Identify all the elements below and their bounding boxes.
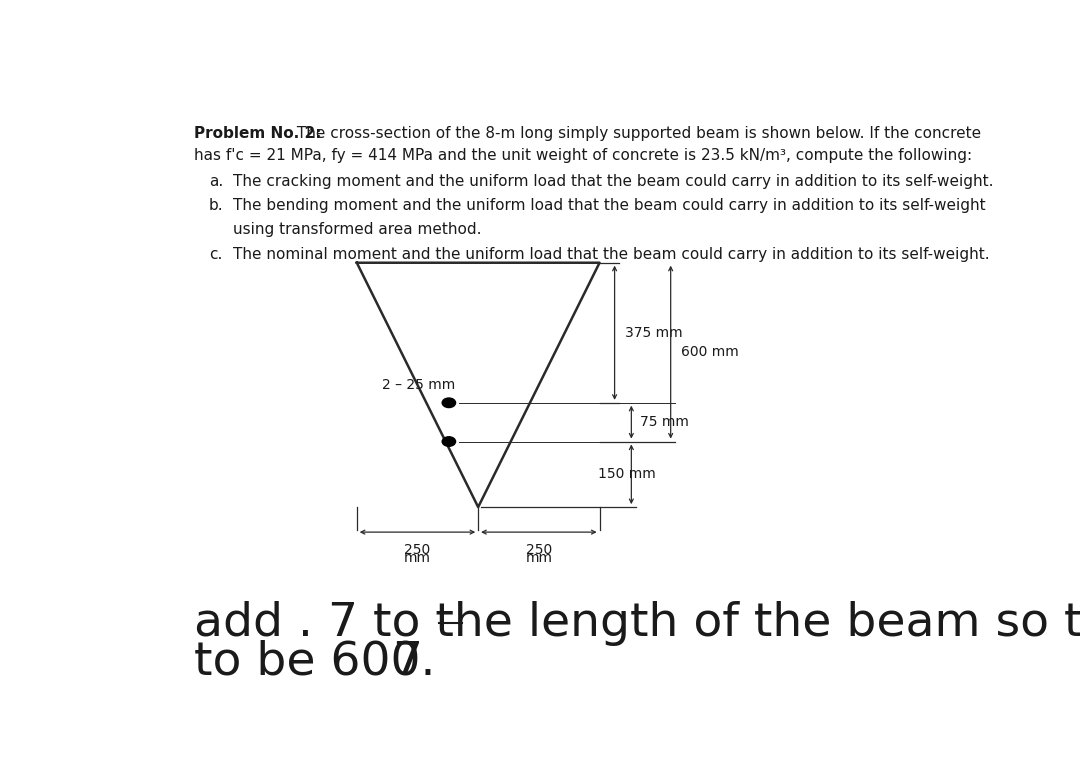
Text: Problem No. 2:: Problem No. 2: (193, 125, 321, 141)
Text: has f'c = 21 MPa, fy = 414 MPa and the unit weight of concrete is 23.5 kN/m³, co: has f'c = 21 MPa, fy = 414 MPa and the u… (193, 148, 972, 163)
Text: 375 mm: 375 mm (624, 326, 683, 340)
Text: 7: 7 (392, 640, 422, 685)
Text: b.: b. (208, 198, 224, 213)
Text: The bending moment and the uniform load that the beam could carry in addition to: The bending moment and the uniform load … (233, 198, 986, 213)
Text: The cross-section of the 8-m long simply supported beam is shown below. If the c: The cross-section of the 8-m long simply… (293, 125, 982, 141)
Text: c.: c. (208, 247, 222, 262)
Text: 2 – 25 mm: 2 – 25 mm (382, 378, 455, 392)
Circle shape (442, 398, 456, 408)
Text: 600 mm: 600 mm (680, 345, 739, 359)
Text: 150 mm: 150 mm (598, 467, 656, 481)
Text: 75 mm: 75 mm (639, 415, 689, 429)
Text: mm: mm (525, 551, 552, 565)
Text: add . 7 to the length of the beam so that's going: add . 7 to the length of the beam so tha… (193, 601, 1080, 646)
Text: to be 600.: to be 600. (193, 640, 450, 685)
Text: using transformed area method.: using transformed area method. (233, 221, 482, 237)
Circle shape (442, 437, 456, 447)
Text: a.: a. (208, 174, 222, 189)
Text: 250: 250 (404, 543, 431, 557)
Text: The nominal moment and the uniform load that the beam could carry in addition to: The nominal moment and the uniform load … (233, 247, 989, 262)
Text: The cracking moment and the uniform load that the beam could carry in addition t: The cracking moment and the uniform load… (233, 174, 994, 189)
Text: mm: mm (404, 551, 431, 565)
Text: 250: 250 (526, 543, 552, 557)
